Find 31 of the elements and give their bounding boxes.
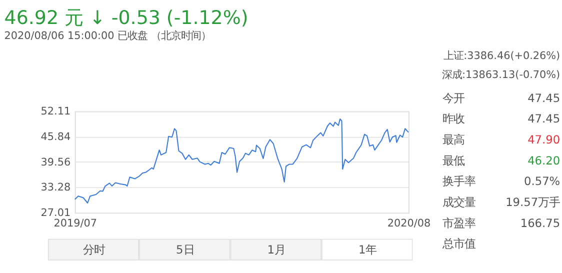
- text: 0.57%: [524, 174, 560, 188]
- text: 昨收: [442, 112, 465, 126]
- text: 深成:13863.13(-0.70%): [442, 69, 560, 82]
- text: 1年: [358, 242, 377, 256]
- y-tick-label: 52.11: [40, 106, 71, 118]
- text: 今开: [442, 90, 465, 105]
- text: 47.45: [528, 90, 560, 105]
- text: 成交量: [442, 195, 476, 210]
- text: 分时: [82, 242, 105, 256]
- text: 换手率: [442, 174, 476, 188]
- text: 上证:3386.46(+0.26%): [444, 50, 560, 62]
- y-tick-label: 33.28: [40, 182, 71, 194]
- x-tick-label: 2020/08: [387, 217, 431, 230]
- text: 19.57万手: [506, 195, 560, 210]
- text: 5日: [176, 242, 194, 256]
- chart-title: 46.92 元 ↓ -0.53 (-1.12%): [4, 7, 248, 30]
- chart-subtitle: 2020/08/06 15:00:00 已收盘 （北京时间）: [4, 30, 211, 42]
- text: 最高: [442, 132, 465, 146]
- text: 47.90: [528, 132, 560, 146]
- y-tick-label: 27.01: [40, 206, 71, 219]
- text: 166.75: [520, 216, 560, 230]
- y-tick-label: 45.84: [40, 130, 71, 143]
- text: 最低: [442, 153, 465, 168]
- text: 总市值: [442, 236, 476, 251]
- text: 市盈率: [442, 216, 476, 230]
- y-tick-label: 39.56: [40, 156, 71, 168]
- x-tick-label: 2019/07: [54, 217, 97, 230]
- line-series: [74, 118, 409, 204]
- text: 1月: [267, 242, 286, 256]
- text: 47.45: [528, 112, 560, 126]
- text: 46.20: [528, 153, 560, 168]
